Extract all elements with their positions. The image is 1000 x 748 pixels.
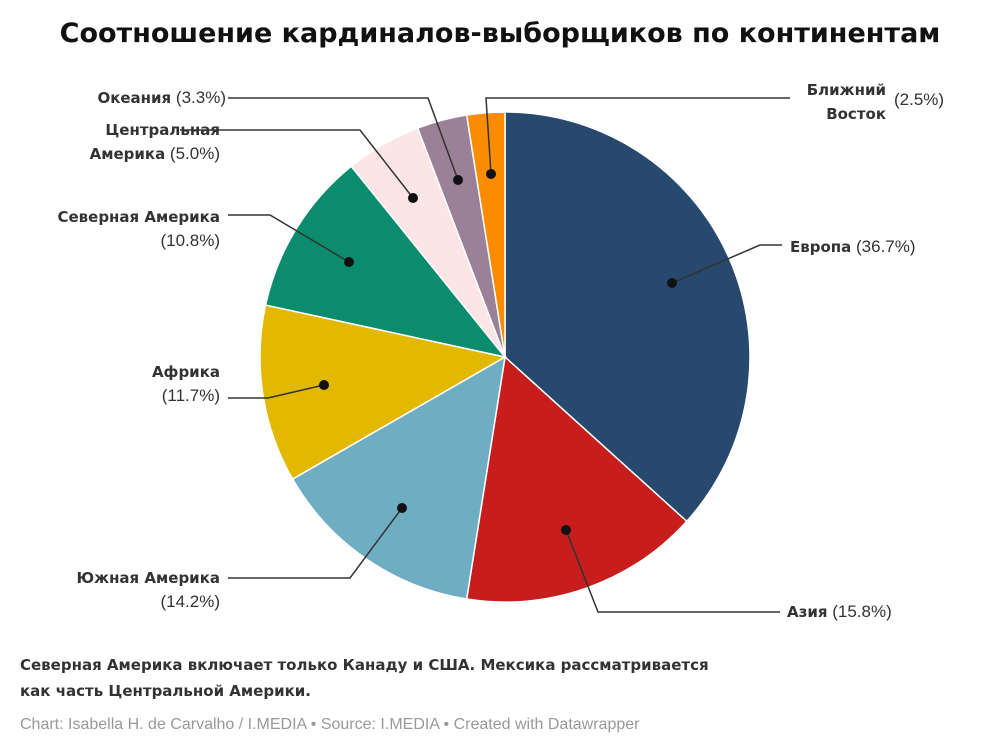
pie-slice-4 — [264, 165, 507, 359]
dot-europe — [667, 278, 677, 288]
dot-africa — [319, 380, 329, 390]
dot-north-america — [344, 257, 354, 267]
leader-asia — [565, 529, 780, 613]
leader-oceania — [228, 97, 459, 181]
pie-slice-0 — [504, 111, 751, 523]
label-oceania: Океания (3.3%) — [97, 88, 226, 107]
pie-slice-3 — [259, 304, 508, 481]
label-africa: Африка (11.7%) — [151, 363, 220, 405]
label-asia: Азия (15.8%) — [787, 602, 892, 621]
leader-middle-east — [485, 97, 790, 175]
leader-dots — [319, 169, 677, 535]
dot-central-america — [408, 193, 418, 203]
source-credit: Chart: Isabella H. de Carvalho / I.MEDIA… — [20, 716, 640, 733]
label-central-america: Центральная Америка (5.0%) — [89, 121, 220, 163]
pie-slice-2 — [291, 355, 506, 600]
leader-central-america — [180, 129, 414, 199]
leader-europe — [671, 244, 782, 284]
pie-slice-1 — [465, 355, 688, 603]
leader-africa — [228, 384, 325, 399]
dot-asia — [561, 525, 571, 535]
leader-south-america — [228, 507, 403, 579]
label-europe: Европа (36.7%) — [790, 237, 916, 256]
label-middle-east-name: Ближний Восток — [806, 81, 886, 123]
chart-title: Соотношение кардиналов-выборщиков по кон… — [59, 18, 941, 49]
label-north-america: Северная Америка (10.8%) — [57, 208, 220, 250]
leader-lines — [180, 97, 790, 613]
label-south-america: Южная Америка (14.2%) — [76, 569, 220, 611]
leader-north-america — [228, 214, 350, 263]
dot-middle-east — [486, 169, 496, 179]
dot-south-america — [397, 503, 407, 513]
label-middle-east-value: (2.5%) — [894, 90, 945, 109]
dot-oceania — [453, 175, 463, 185]
footnote: Северная Америка включает только Канаду … — [20, 656, 709, 700]
